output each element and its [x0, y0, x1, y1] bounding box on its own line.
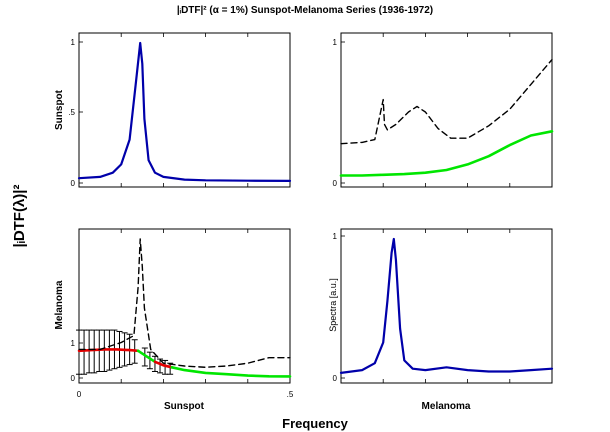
y-tick-label: 1	[71, 339, 76, 348]
y-tick-label: 1	[333, 38, 338, 47]
panel-frame	[340, 228, 553, 384]
series-line-dtf-significant	[339, 130, 554, 177]
panel-3: 01	[333, 228, 554, 384]
y-tick-label: 0	[71, 179, 76, 188]
row-label-melanoma: Melanoma	[54, 280, 65, 329]
y-tick-label: 0	[333, 179, 338, 188]
series-line-pdc	[340, 58, 553, 145]
y-super-label: |ᵢDTF(λ)|²	[11, 184, 28, 247]
x-tick-half: .5	[287, 390, 294, 399]
y-tick-label: 1	[333, 232, 338, 241]
col-label-sunspot: Sunspot	[164, 401, 205, 412]
panel-0: 0.51	[68, 32, 292, 188]
y-tick-label: 1	[71, 38, 76, 47]
y-tick-label: 0	[333, 374, 338, 383]
x-super-label: Frequency	[282, 416, 349, 431]
col-label-melanoma: Melanoma	[422, 401, 471, 412]
series-line-pdc	[78, 238, 291, 368]
y-tick-label: 0	[71, 374, 76, 383]
series-line-dtf-nonsignificant	[153, 360, 174, 369]
series-line-spectrum	[339, 237, 554, 374]
series-line-spectrum	[77, 41, 292, 182]
panel-2: 01	[71, 228, 292, 384]
series-line-dtf-significant	[136, 349, 157, 364]
series-line-dtf-nonsignificant	[77, 348, 140, 353]
row-label-sunspot: Sunspot	[54, 89, 65, 130]
panel-frame	[340, 32, 553, 188]
error-bars	[76, 329, 174, 375]
panel-frame	[78, 32, 291, 188]
figure-title: |ᵢDTF|² (α = 1%) Sunspot-Melanoma Series…	[177, 5, 433, 16]
x-tick-0: 0	[77, 390, 82, 399]
panel-frame	[78, 228, 291, 384]
y-tick-label: .5	[68, 108, 75, 117]
panel-1: 01	[333, 32, 554, 188]
spectra-label: Spectra [a.u.]	[328, 278, 338, 332]
series-line-dtf-significant	[170, 365, 292, 378]
